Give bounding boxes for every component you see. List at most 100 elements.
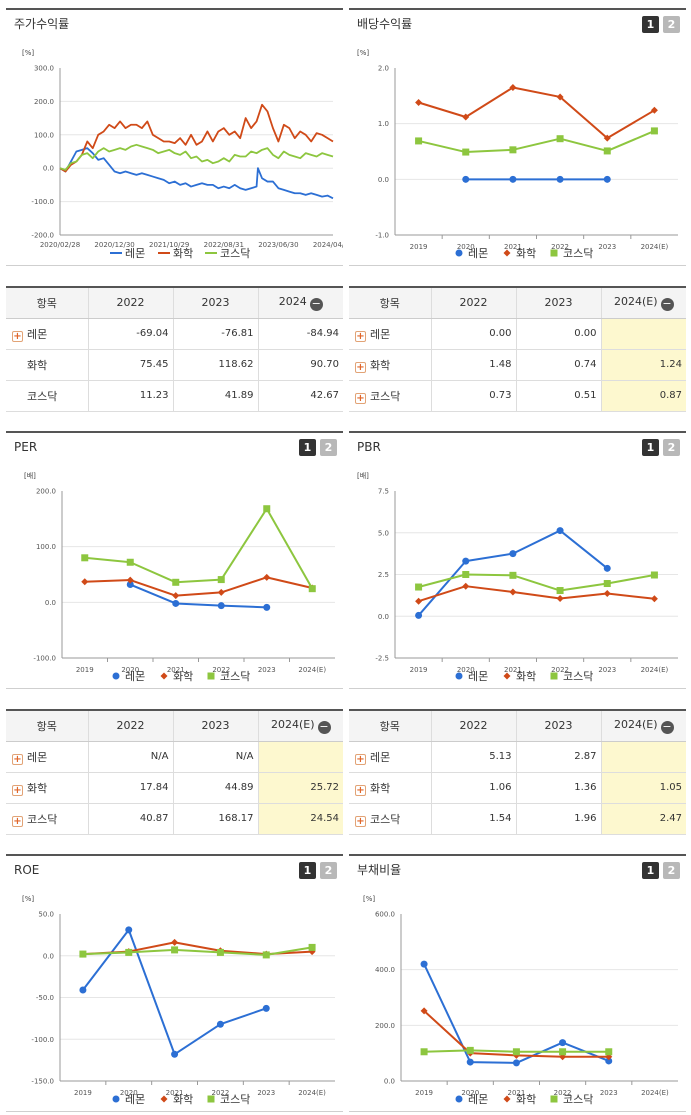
table-cell: 11.23 [87,380,173,412]
row-label[interactable]: + 화학 [6,772,88,804]
data-point [126,576,134,584]
table-row: + 코스닥 0.73 0.51 0.87 [349,380,686,412]
y-tick-label: 0.0 [45,599,56,607]
per-table: 항목 2022 2023 2024(E) − + 레몬 N/A N/A + 화학 17.84 44.89… [6,709,343,835]
legend-marker [160,1095,168,1103]
toggle-1-button[interactable]: 1 [299,439,316,456]
series-line [423,963,610,1064]
series-kosdaq [420,1046,613,1056]
toggle-2-button[interactable]: 2 [663,439,680,456]
series-kosdaq [415,571,658,595]
y-tick-label: 200.0 [36,488,56,496]
expand-icon[interactable]: + [12,330,23,342]
legend-label: 레몬 [468,670,488,683]
y-unit-label: [배] [24,471,36,480]
table-cell: 1.54 [430,803,516,835]
row-label[interactable]: + 레몬 [349,741,431,773]
collapse-icon[interactable]: − [317,719,331,734]
x-tick-label: 2021 [504,243,522,251]
toggle-1-button[interactable]: 1 [642,16,659,33]
data-point [125,926,133,934]
data-point [420,1048,428,1056]
expand-icon[interactable]: + [12,815,23,827]
legend-label: 레몬 [125,247,145,260]
data-point [509,175,517,183]
data-point [603,175,611,183]
row-label[interactable]: + 화학 [349,772,431,804]
row-label[interactable]: + 레몬 [6,741,88,773]
data-point [308,585,316,593]
table-row: + 화학 17.84 44.89 25.72 [6,772,343,804]
expand-icon[interactable]: + [355,753,366,765]
y-tick-label: 300.0 [34,65,54,73]
table-cell: -76.81 [172,318,258,350]
table-cell: 1.24 [600,349,686,381]
table-header-row: 항목 2022 2023 2024(E) − [6,710,343,742]
row-label[interactable]: + 코스닥 [6,803,88,835]
y-tick-label: 2.0 [378,65,389,73]
table-cell: 90.70 [257,349,343,381]
column-header: 2022 [430,710,516,742]
data-point [603,590,611,598]
collapse-icon[interactable]: − [660,296,674,311]
row-label[interactable]: + 코스닥 [349,803,431,835]
collapse-icon[interactable]: − [309,296,323,311]
legend-label: 레몬 [125,1093,145,1106]
table-row: + 레몬 5.13 2.87 [349,741,686,773]
row-label[interactable]: + 레몬 [349,318,431,350]
data-point [559,1039,567,1047]
data-point [415,137,423,145]
toggle-2-button[interactable]: 2 [663,862,680,879]
column-header: 2023 [172,287,258,319]
table-cell: 0.00 [430,318,516,350]
x-tick-label: 2020 [121,666,139,674]
legend-label: 코스닥 [563,1093,593,1106]
expand-icon[interactable]: + [355,815,366,827]
expand-icon[interactable]: + [355,330,366,342]
y-tick-label: -200.0 [31,232,54,240]
y-tick-label: 400.0 [375,966,395,974]
column-header: 2024(E) − [257,710,343,742]
series-lemon [79,926,270,1058]
x-tick-label: 2023 [600,1089,618,1097]
y-tick-label: -2.5 [375,655,389,663]
data-point [308,943,316,951]
column-header: 항목 [6,710,88,742]
legend-label: 코스닥 [563,247,593,260]
expand-icon[interactable]: + [12,753,23,765]
column-header: 2024− [257,287,343,319]
legend-label: 화학 [516,670,536,683]
panel-title: PBR [357,440,381,454]
table-row: + 화학 1.48 0.74 1.24 [349,349,686,381]
table-cell: 24.54 [257,803,343,835]
toggle-2-button[interactable]: 2 [320,862,337,879]
data-point [415,611,423,619]
y-unit-label: [%] [22,49,34,57]
y-unit-label: [%] [22,895,34,903]
row-label: 화학 [6,349,88,381]
x-tick-label: 2024(E) [641,243,669,251]
toggle-2-button[interactable]: 2 [663,16,680,33]
y-unit-label: [배] [357,471,369,480]
toggle-1-button[interactable]: 1 [642,439,659,456]
column-header: 2024(E) − [600,710,686,742]
x-tick-label: 2022/08/31 [204,241,244,249]
data-point [216,1020,224,1028]
toggle-1-button[interactable]: 1 [299,862,316,879]
table-cell: 1.36 [515,772,601,804]
row-label[interactable]: + 코스닥 [349,380,431,412]
expand-icon[interactable]: + [355,361,366,373]
data-point [466,1058,474,1066]
collapse-icon[interactable]: − [660,719,674,734]
y-tick-label: 0.0 [43,165,54,173]
toggle-2-button[interactable]: 2 [320,439,337,456]
row-label[interactable]: + 레몬 [6,318,88,350]
toggle-1-button[interactable]: 1 [642,862,659,879]
table-cell: 0.73 [430,380,516,412]
data-point [420,1007,428,1015]
expand-icon[interactable]: + [355,784,366,796]
expand-icon[interactable]: + [12,784,23,796]
expand-icon[interactable]: + [355,392,366,404]
row-label[interactable]: + 화학 [349,349,431,381]
